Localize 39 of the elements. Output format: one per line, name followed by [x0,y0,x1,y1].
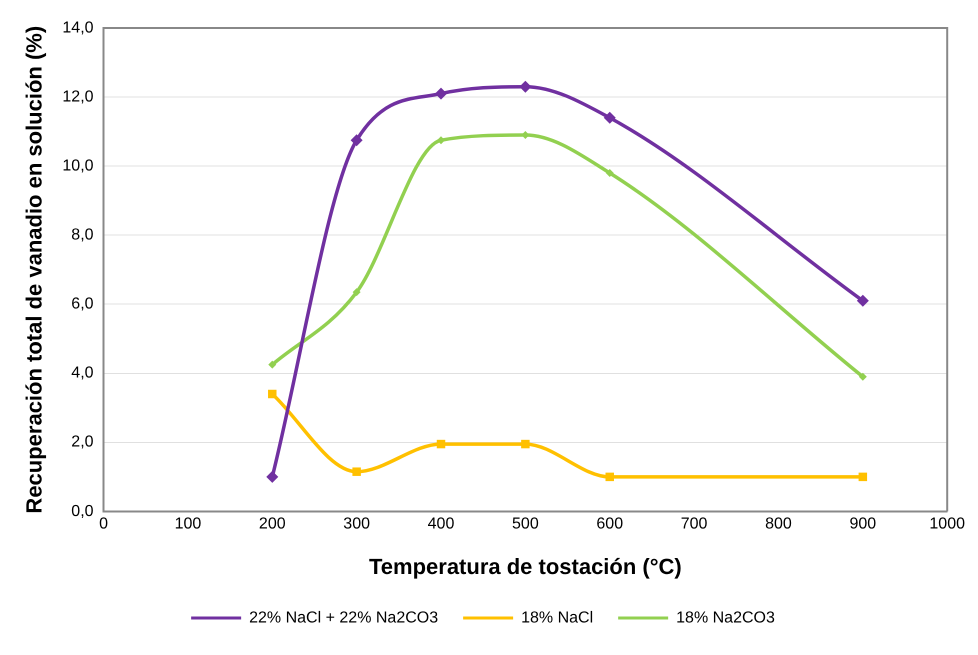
x-tick-label: 700 [680,515,708,532]
y-tick-label: 4,0 [71,364,94,382]
point [436,440,446,448]
y-tick-label: 14,0 [62,19,94,36]
point [606,169,614,178]
point [268,360,276,369]
legend-label: 22% NaCl + 22% Na2CO3 [249,609,438,626]
point [856,294,869,307]
point [604,112,616,124]
point [521,440,530,448]
x-tick-label: 900 [849,515,876,532]
point [858,472,868,482]
y-tick-label: 12,0 [62,88,94,106]
x-tick-label: 0 [99,515,108,532]
x-tick-label: 1000 [929,515,966,532]
x-tick-label: 200 [258,515,286,532]
y-tick-label: 6,0 [71,296,94,313]
point [352,288,361,296]
point [266,470,278,483]
point [858,372,867,381]
x-tick-label: 800 [765,515,792,532]
x-tick-label: 300 [343,515,370,532]
legend-label: 18% Na2CO3 [676,609,775,626]
x-tick-label: 500 [512,515,539,532]
point [350,134,363,146]
x-tick-label: 400 [428,515,454,532]
y-tick-label: 2,0 [71,434,94,451]
y-tick-label: 10,0 [62,158,94,175]
x-tick-label: 100 [174,515,202,532]
point [605,472,614,482]
y-tick-label: 0,0 [71,502,94,520]
y-tick-label: 8,0 [71,226,94,244]
y-axis-title: Recuperación total de vanadio en solución (%) [21,26,46,514]
legend-label: 18% NaCl [521,609,594,626]
point [268,390,277,398]
x-axis-title: Temperatura de tostación (°C) [368,554,682,579]
point [435,88,448,100]
x-tick-label: 600 [596,515,624,532]
point [352,467,361,476]
